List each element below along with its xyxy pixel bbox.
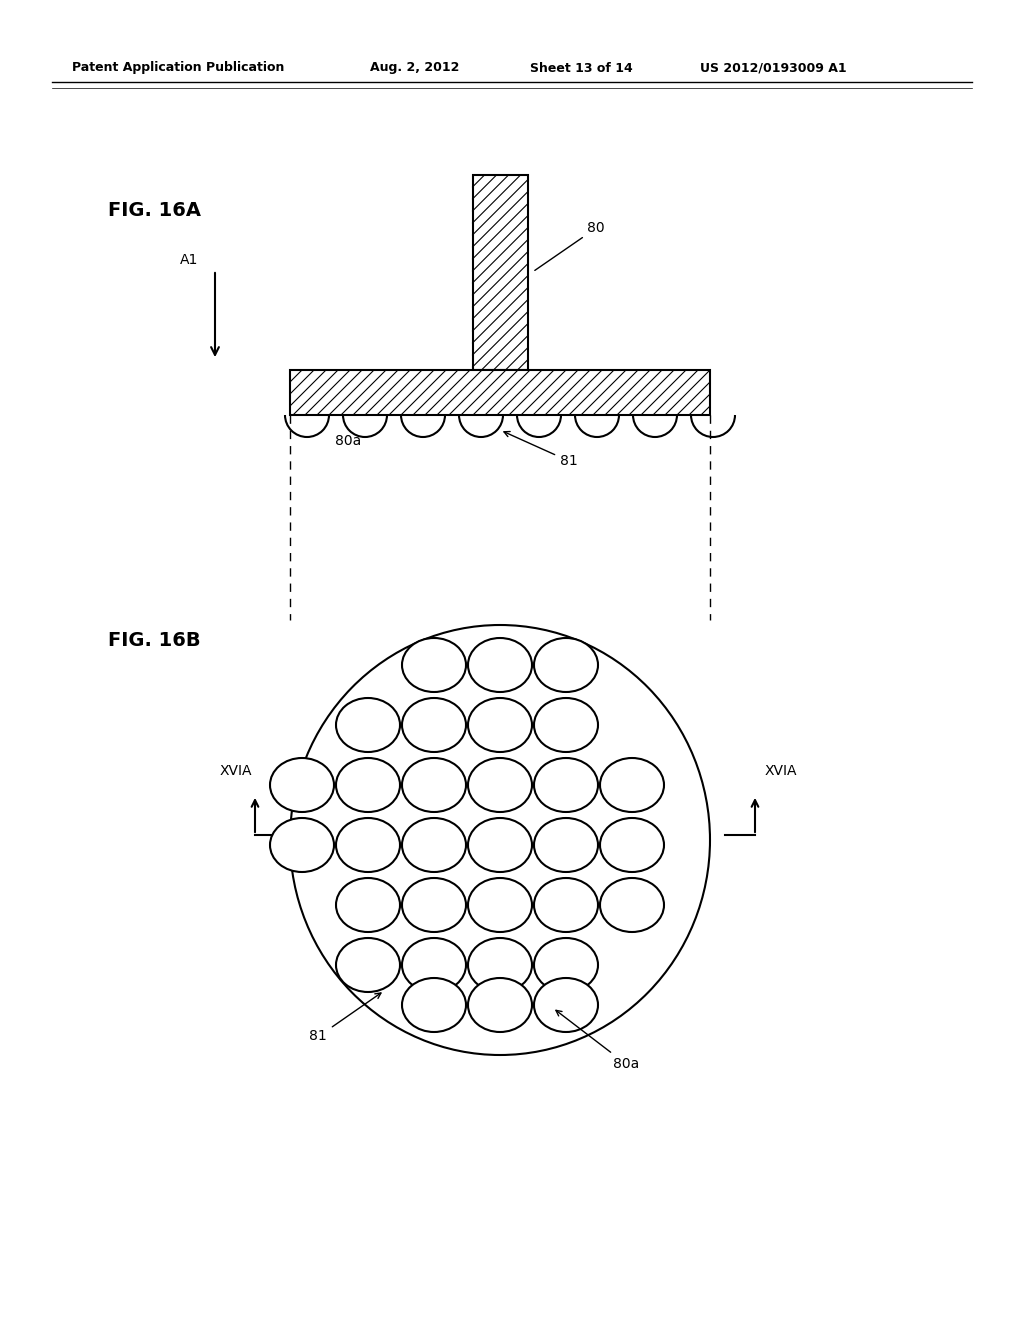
Ellipse shape bbox=[468, 818, 532, 873]
Ellipse shape bbox=[468, 978, 532, 1032]
Ellipse shape bbox=[402, 698, 466, 752]
Ellipse shape bbox=[600, 818, 664, 873]
Bar bbox=[472, 176, 527, 370]
Ellipse shape bbox=[402, 939, 466, 993]
Text: US 2012/0193009 A1: US 2012/0193009 A1 bbox=[700, 62, 847, 74]
Text: 80a: 80a bbox=[335, 434, 361, 447]
Ellipse shape bbox=[534, 758, 598, 812]
Ellipse shape bbox=[534, 638, 598, 692]
Ellipse shape bbox=[270, 818, 334, 873]
Text: A1: A1 bbox=[180, 253, 199, 267]
Ellipse shape bbox=[402, 638, 466, 692]
Ellipse shape bbox=[534, 878, 598, 932]
Text: 81: 81 bbox=[504, 432, 578, 469]
Ellipse shape bbox=[336, 758, 400, 812]
Ellipse shape bbox=[534, 939, 598, 993]
Ellipse shape bbox=[534, 698, 598, 752]
Text: 80: 80 bbox=[535, 220, 605, 271]
Ellipse shape bbox=[336, 698, 400, 752]
Ellipse shape bbox=[600, 878, 664, 932]
Ellipse shape bbox=[402, 818, 466, 873]
Text: Sheet 13 of 14: Sheet 13 of 14 bbox=[530, 62, 633, 74]
Text: 81: 81 bbox=[309, 993, 381, 1044]
Ellipse shape bbox=[534, 978, 598, 1032]
Ellipse shape bbox=[336, 818, 400, 873]
Ellipse shape bbox=[468, 638, 532, 692]
Ellipse shape bbox=[468, 758, 532, 812]
Ellipse shape bbox=[336, 878, 400, 932]
Ellipse shape bbox=[270, 758, 334, 812]
Ellipse shape bbox=[402, 758, 466, 812]
Text: XVIA: XVIA bbox=[220, 764, 253, 777]
Ellipse shape bbox=[468, 698, 532, 752]
Text: Aug. 2, 2012: Aug. 2, 2012 bbox=[370, 62, 460, 74]
Ellipse shape bbox=[402, 878, 466, 932]
Ellipse shape bbox=[468, 939, 532, 993]
Text: XVIA: XVIA bbox=[765, 764, 798, 777]
Text: Patent Application Publication: Patent Application Publication bbox=[72, 62, 285, 74]
Ellipse shape bbox=[600, 758, 664, 812]
Ellipse shape bbox=[290, 624, 710, 1055]
Ellipse shape bbox=[402, 978, 466, 1032]
Ellipse shape bbox=[468, 878, 532, 932]
Text: 80a: 80a bbox=[556, 1010, 639, 1071]
Text: FIG. 16A: FIG. 16A bbox=[108, 201, 201, 219]
Ellipse shape bbox=[534, 818, 598, 873]
Bar bbox=[290, 370, 710, 414]
Ellipse shape bbox=[336, 939, 400, 993]
Text: FIG. 16B: FIG. 16B bbox=[108, 631, 201, 649]
